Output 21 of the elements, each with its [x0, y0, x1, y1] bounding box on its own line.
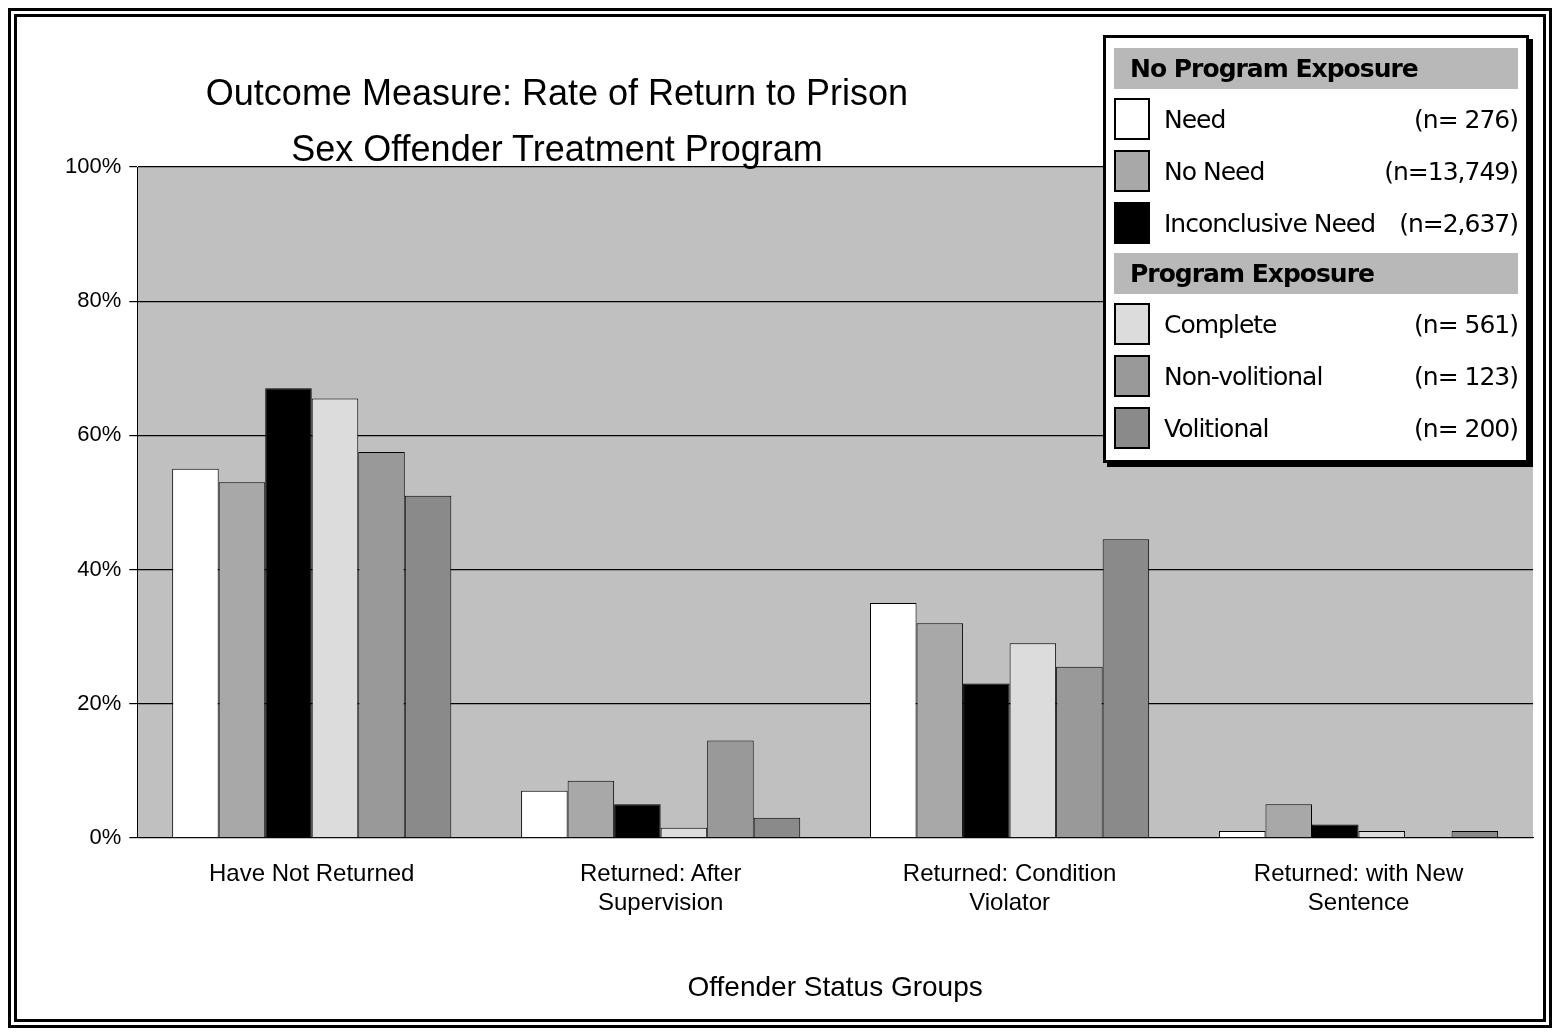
- x-axis-title: Offender Status Groups: [687, 970, 983, 1002]
- y-tick-label: 40%: [77, 555, 122, 581]
- y-tick-label: 80%: [77, 287, 122, 313]
- text: Complete (n= 561): [1164, 309, 1518, 339]
- x-tick-label: Returned: Condition Violator: [902, 858, 1117, 915]
- text: No Need (n=13,749): [1164, 156, 1518, 186]
- legend-heading: No Program Exposure: [1114, 48, 1518, 89]
- chart-subtitle: Sex Offender Treatment Program: [291, 128, 823, 169]
- x-tick-label: Returned: with New Sentence: [1253, 858, 1464, 915]
- legend-label: Inconclusive Need (n=2,637): [1164, 208, 1518, 238]
- text: Volitional (n= 200): [1164, 413, 1518, 443]
- text: Non-volitional (n= 123): [1164, 361, 1518, 391]
- y-tick-label: 100%: [64, 153, 122, 179]
- y-tick-label: 20%: [77, 689, 122, 715]
- y-tick-label: 0%: [89, 823, 122, 849]
- y-tick-label: 60%: [77, 421, 122, 447]
- legend-heading: Program Exposure: [1114, 253, 1518, 294]
- text: Need (n= 276): [1164, 104, 1518, 134]
- chart-title: Outcome Measure: Rate of Return to Prison: [204, 71, 910, 115]
- x-tick-label: Have Not Returned: [209, 858, 415, 886]
- x-tick-label: Returned: After Supervision: [579, 858, 742, 915]
